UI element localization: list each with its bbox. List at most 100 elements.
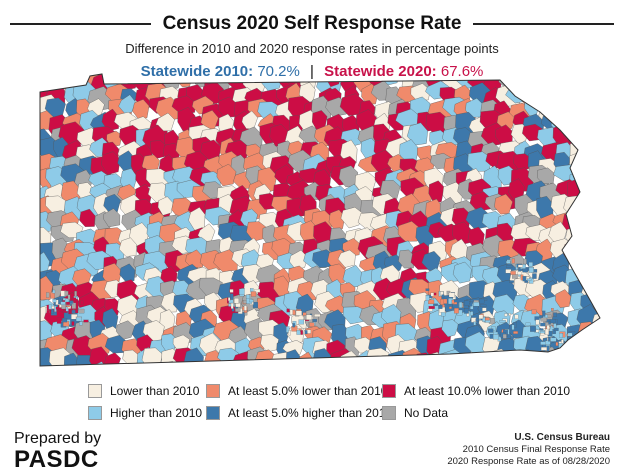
municipality-cell <box>101 108 119 132</box>
municipality-cell <box>591 251 600 274</box>
municipality-cell <box>157 196 174 216</box>
municipality-cell <box>142 364 166 366</box>
municipality-cell <box>66 301 70 305</box>
municipality-cell <box>560 347 564 353</box>
municipality-cell <box>244 305 247 311</box>
municipality-cell <box>596 281 600 303</box>
legend-label-higher: Higher than 2010 <box>110 406 203 420</box>
municipality-cell <box>582 128 600 146</box>
map-subtitle: Difference in 2010 and 2020 response rat… <box>125 41 499 56</box>
municipality-cell <box>45 195 67 213</box>
municipality-cell <box>403 366 422 382</box>
municipality-cell <box>480 304 487 307</box>
municipality-cell <box>473 321 477 326</box>
municipality-cell <box>40 365 55 366</box>
municipality-cell <box>540 74 566 90</box>
municipality-cell <box>459 302 463 308</box>
municipality-cell <box>155 112 175 132</box>
municipality-cell <box>328 263 347 286</box>
municipality-cell <box>242 362 266 366</box>
municipality-cell <box>528 267 534 273</box>
municipality-cell <box>502 334 507 339</box>
municipality-cell <box>355 360 376 366</box>
municipality-cell <box>568 114 590 135</box>
municipality-cell <box>79 321 83 326</box>
municipality-cell <box>517 264 523 268</box>
municipality-cell <box>370 361 391 366</box>
municipality-cell <box>229 289 234 293</box>
municipality-cell <box>74 291 77 297</box>
municipality-cell <box>433 303 438 306</box>
municipality-cell <box>416 352 433 366</box>
municipality-cell <box>118 94 136 115</box>
municipality-cell <box>62 310 68 313</box>
municipality-cell <box>561 351 566 356</box>
municipality-cell <box>104 352 121 366</box>
municipality-cell <box>513 153 533 172</box>
municipality-cell <box>249 299 254 303</box>
municipality-cell <box>505 269 512 274</box>
municipality-cell <box>150 140 167 159</box>
municipality-cell <box>482 307 487 312</box>
legend-label-lower10: At least 10.0% lower than 2010 <box>404 384 571 398</box>
municipality-cell <box>256 369 279 382</box>
municipality-cell <box>170 368 190 382</box>
legend-item-nodata: No Data <box>382 406 448 420</box>
municipality-cell <box>594 319 600 344</box>
municipality-cell <box>306 314 312 320</box>
municipality-cell <box>506 260 511 264</box>
municipality-cell <box>56 317 62 324</box>
municipality-cell <box>567 332 573 337</box>
municipality-cell <box>298 125 320 144</box>
municipality-cell <box>549 319 556 324</box>
municipality-cell <box>438 304 443 309</box>
municipality-cell <box>514 314 519 319</box>
municipality-cell <box>464 300 470 306</box>
municipality-cell <box>304 330 308 335</box>
municipality-cell <box>559 333 564 338</box>
legend-item-higher5: At least 5.0% higher than 2010 <box>206 406 392 420</box>
municipality-cell <box>251 291 257 297</box>
municipality-cell <box>230 293 234 300</box>
municipality-cell <box>101 151 121 175</box>
municipality-cell <box>105 363 129 366</box>
municipality-cell <box>567 103 591 124</box>
municipality-cell <box>513 348 538 366</box>
municipality-cell <box>132 99 150 120</box>
municipality-cell <box>506 265 513 268</box>
municipality-cell <box>478 314 484 319</box>
municipality-cell <box>328 209 346 231</box>
municipality-cell <box>513 363 533 366</box>
municipality-cell <box>533 269 538 273</box>
pennsylvania-map <box>39 73 601 382</box>
municipality-cell <box>579 74 597 87</box>
municipality-cell <box>310 364 337 366</box>
municipality-cell <box>64 291 69 296</box>
municipality-cell <box>550 351 553 358</box>
municipality-cell <box>243 300 247 304</box>
municipality-cell <box>354 171 377 194</box>
municipality-cell <box>523 258 527 265</box>
pasdc-logo-text: PASDC <box>14 446 99 473</box>
municipality-cell <box>286 326 290 333</box>
statewide-2020-label: Statewide 2020: <box>324 63 437 80</box>
municipality-cell <box>413 365 435 366</box>
statewide-2020-value: 67.6% <box>440 63 484 80</box>
municipality-cell <box>428 299 435 305</box>
map-header: Census 2020 Self Response Rate Differenc… <box>0 0 624 92</box>
municipality-cell <box>254 289 261 293</box>
municipality-cell <box>525 352 545 366</box>
municipality-cell <box>473 302 480 307</box>
municipality-cell <box>580 195 597 214</box>
municipality-cell <box>504 313 508 317</box>
municipality-cell <box>452 261 472 284</box>
municipality-cell <box>425 288 430 291</box>
municipality-cell <box>530 326 536 332</box>
municipality-cell <box>540 333 545 336</box>
municipality-cell <box>381 368 405 382</box>
municipality-cell <box>584 95 600 121</box>
municipality-cell <box>59 304 62 308</box>
municipality-cell <box>577 367 601 382</box>
municipality-cell <box>570 74 596 94</box>
municipality-cell <box>548 321 551 325</box>
